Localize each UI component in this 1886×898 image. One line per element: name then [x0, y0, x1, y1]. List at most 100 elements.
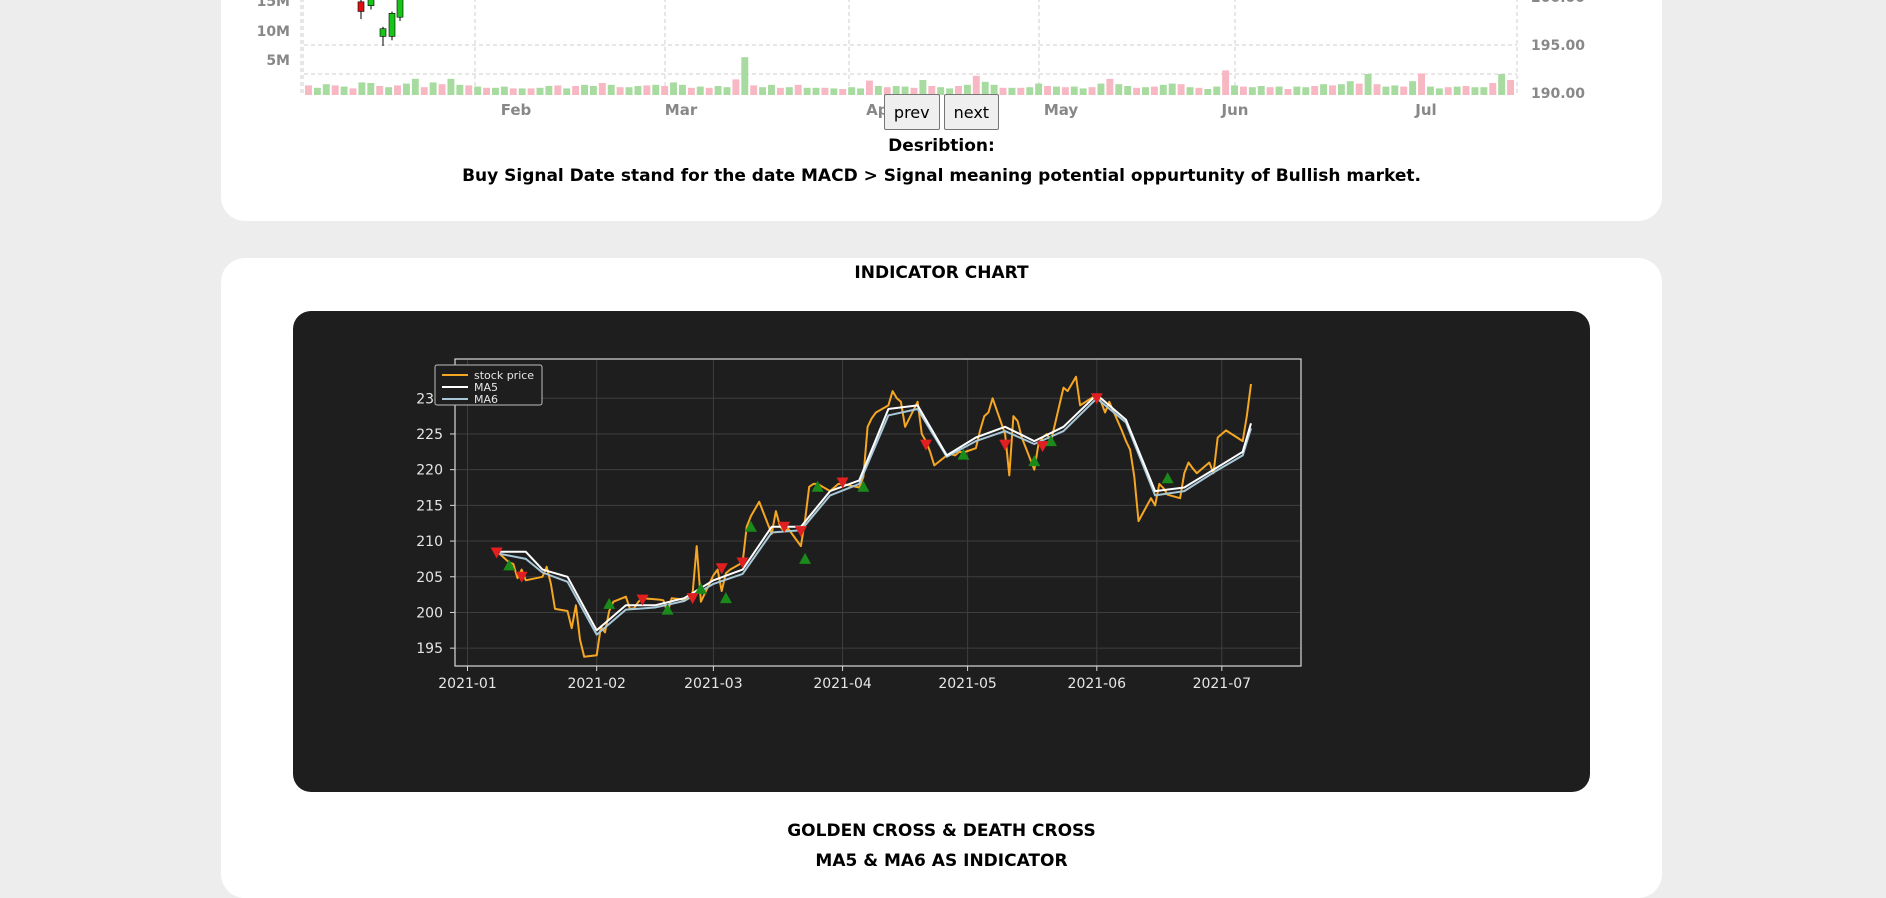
volume-bar: [1150, 86, 1158, 95]
volume-bar: [759, 87, 767, 95]
volume-bar: [1204, 89, 1212, 95]
volume-bar: [474, 86, 482, 95]
volume-bar: [385, 87, 393, 95]
volume-bar: [643, 85, 651, 95]
volume-bar: [1373, 84, 1381, 95]
volume-bar: [563, 88, 571, 95]
volume-bar: [1329, 85, 1336, 95]
volume-bar: [803, 87, 811, 95]
volume-bar: [670, 82, 678, 95]
sell-signal-marker: [1036, 441, 1049, 453]
volume-bar: [616, 87, 624, 95]
volume-bar: [527, 88, 535, 95]
volume-bar: [1400, 86, 1408, 95]
volume-bar: [874, 86, 882, 95]
volume-bar: [509, 88, 517, 95]
month-tick-label: Jul: [1414, 101, 1436, 119]
sell-signal-marker: [999, 439, 1012, 451]
volume-bar: [946, 88, 954, 95]
volume-bar: [741, 57, 749, 95]
volume-bar: [1079, 88, 1087, 95]
volume-bar: [661, 86, 669, 95]
series-line-ma6: [496, 397, 1252, 636]
volume-bar: [696, 86, 704, 95]
series-line-ma5: [496, 393, 1252, 632]
y-tick-label: 195: [416, 641, 443, 657]
volume-bar: [607, 84, 615, 95]
volume-bar: [821, 87, 829, 95]
volume-bar: [1471, 87, 1479, 95]
volume-bar: [518, 88, 526, 95]
volume-bar: [705, 87, 713, 95]
volume-bar: [402, 83, 410, 95]
volume-bar: [625, 87, 633, 95]
volume-bar: [465, 85, 473, 95]
volume-bar: [1097, 83, 1105, 95]
volume-bar: [1142, 87, 1149, 95]
volume-tick-label: 15M: [257, 0, 290, 10]
x-tick-label: 2021-03: [684, 676, 743, 692]
volume-bar: [545, 86, 553, 95]
volume-bar: [919, 80, 927, 95]
buy-signal-marker: [811, 480, 824, 492]
volume-bar: [1035, 83, 1043, 95]
sell-signal-marker: [636, 594, 649, 606]
x-tick-label: 2021-02: [567, 676, 626, 692]
sell-signal-marker: [1090, 393, 1103, 405]
volume-bar: [1507, 80, 1515, 95]
volume-bar: [367, 83, 375, 95]
buy-signal-marker: [719, 592, 732, 604]
sell-signal-marker: [515, 571, 528, 583]
buy-signal-marker: [957, 448, 970, 460]
x-tick-label: 2021-05: [938, 676, 997, 692]
buy-signal-marker: [694, 582, 707, 594]
volume-bar: [1257, 86, 1265, 95]
volume-bar: [732, 79, 740, 95]
sell-signal-marker: [686, 593, 699, 605]
volume-bar: [589, 86, 597, 95]
sell-signal-marker: [736, 557, 749, 569]
volume-bar: [883, 87, 891, 95]
volume-bar: [1186, 87, 1194, 95]
volume-bar: [857, 88, 865, 95]
volume-bar: [1489, 83, 1497, 95]
volume-bar: [937, 87, 945, 95]
volume-bar: [1364, 74, 1372, 95]
volume-bar: [1275, 86, 1283, 95]
volume-tick-label: 5M: [266, 53, 290, 69]
buy-signal-marker: [1028, 455, 1041, 467]
volume-bar: [1088, 87, 1096, 95]
y-tick-label: 215: [416, 498, 443, 514]
volume-bar: [536, 87, 544, 95]
y-tick-label: 220: [416, 463, 443, 479]
y-tick-label: 225: [416, 427, 443, 443]
volume-bar: [1355, 83, 1363, 95]
sell-signal-marker: [490, 547, 503, 559]
legend-label: MA5: [474, 381, 498, 394]
legend-label: stock price: [474, 369, 534, 382]
volume-bar: [572, 86, 580, 95]
x-tick-label: 2021-04: [813, 676, 872, 692]
pager: prev next: [221, 94, 1662, 130]
volume-bar: [812, 87, 820, 95]
x-tick-label: 2021-01: [438, 676, 497, 692]
candle-body: [388, 13, 396, 37]
candle-body: [396, 0, 404, 18]
prev-button[interactable]: prev: [883, 94, 940, 130]
volume-bar: [447, 78, 455, 95]
volume-bar: [1444, 87, 1452, 95]
volume-bar: [1052, 86, 1060, 95]
buy-signal-marker: [603, 597, 616, 609]
volume-bar: [500, 86, 508, 95]
volume-bar: [955, 86, 962, 95]
volume-bar: [554, 85, 562, 95]
volume-bar: [910, 87, 918, 95]
volume-bar: [1115, 84, 1123, 95]
candlestick-card: 5M10M15M190.00195.00200.00FebMarAprMayJu…: [221, 0, 1662, 221]
volume-bar: [750, 85, 758, 95]
month-tick-label: Feb: [501, 101, 532, 119]
x-tick-label: 2021-07: [1193, 676, 1252, 692]
next-button[interactable]: next: [943, 94, 1000, 130]
volume-bar: [1133, 87, 1141, 95]
volume-bar: [1044, 86, 1052, 95]
